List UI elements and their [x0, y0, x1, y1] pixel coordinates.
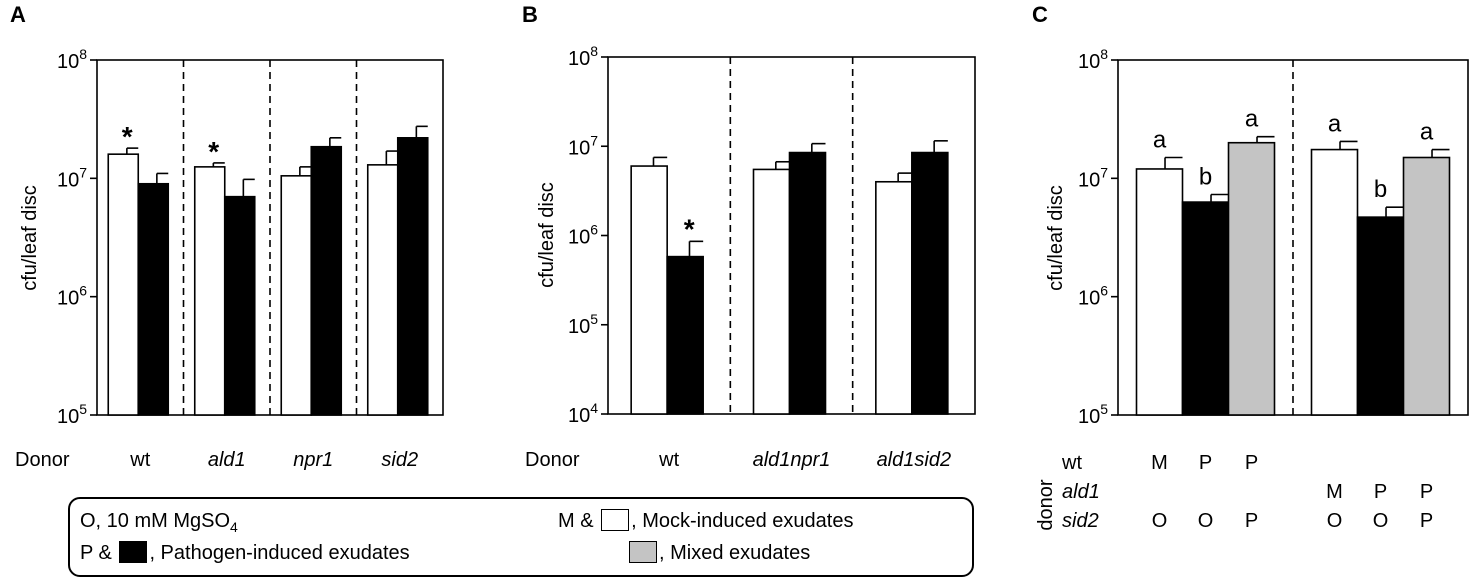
- panel-a-bar-pathogen: [223, 195, 256, 416]
- panel-c-significance-letter: b: [1199, 164, 1212, 191]
- panel-c-treatment-code: M: [1151, 452, 1168, 474]
- panel-c-treatment-code: P: [1245, 510, 1258, 532]
- panel-a-donor-heading: Donor: [15, 449, 70, 471]
- panel-c-bar-mock: [1310, 148, 1359, 416]
- pathogen-swatch: [119, 541, 148, 563]
- panel-a-donor-label-ald1: ald1: [208, 449, 246, 471]
- panel-c-ylabel: cfu/leaf disc: [1045, 185, 1067, 291]
- panel-b-bar-mock: [875, 180, 913, 415]
- panel-b-donor-label-ald1sid2: ald1sid2: [877, 449, 952, 471]
- panel-b-ytick-label: 107: [568, 132, 598, 159]
- panel-b-donor-label-wt: wt: [658, 449, 679, 471]
- panel-c-bar-pathogen: [1181, 201, 1230, 416]
- panel-a-bar-pathogen: [137, 182, 170, 416]
- panel-a-ytick-label: 106: [57, 283, 87, 310]
- legend-m-prefix: M &: [558, 510, 594, 532]
- panel-c-treatment-code: M: [1326, 481, 1343, 503]
- panel-b-bar-mock: [752, 168, 791, 415]
- panel-c-bar-mock: [1135, 168, 1184, 416]
- panel-b-ytick-label: 108: [568, 43, 598, 70]
- legend-m-text: , Mock-induced exudates: [631, 510, 854, 532]
- panel-c-donor-heading: donor: [1035, 479, 1057, 530]
- panel-c-bar-mixed: [1402, 156, 1451, 416]
- panel-b-bar-pathogen: [911, 151, 949, 415]
- panel-c-treatment-code: O: [1373, 510, 1389, 532]
- panel-c-ytick-label: 106: [1078, 283, 1108, 310]
- panel-a-bar-mock: [107, 153, 140, 416]
- panel-a-significance-star: *: [122, 121, 133, 152]
- mock-swatch: [601, 509, 630, 531]
- panel-a-donor-label-npr1: npr1: [293, 449, 333, 471]
- panel-a-donor-label-sid2: sid2: [381, 449, 418, 471]
- panel-b-letter: B: [522, 2, 538, 27]
- panel-c-treatment-code: P: [1245, 452, 1258, 474]
- legend-p-text: , Pathogen-induced exudates: [149, 542, 410, 564]
- panel-b-significance-star: *: [684, 213, 695, 244]
- panel-b-ytick-label: 106: [568, 222, 598, 249]
- legend-entry-p: P & , Pathogen-induced exudates: [80, 541, 410, 565]
- legend-mixed-text: , Mixed exudates: [659, 542, 811, 564]
- mixed-swatch: [629, 541, 657, 563]
- panel-a-bar-mock: [280, 175, 313, 416]
- legend-o-subscript: 4: [230, 519, 238, 535]
- panel-c-ytick-label: 108: [1078, 46, 1108, 73]
- panel-c-treatment-code: P: [1420, 510, 1433, 532]
- panel-a-bar-pathogen: [396, 137, 429, 416]
- panel-a-ytick-label: 105: [57, 401, 87, 428]
- panel-c-ytick-label: 105: [1078, 401, 1108, 428]
- panel-a-significance-star: *: [208, 136, 219, 167]
- panel-a-bar-mock: [193, 166, 226, 416]
- panel-c-treatment-code: O: [1327, 510, 1343, 532]
- panel-c-bar-mixed: [1227, 141, 1276, 416]
- legend-entry-m: M & , Mock-induced exudates: [558, 509, 853, 533]
- legend: O, 10 mM MgSO4 P & , Pathogen-induced ex…: [68, 497, 974, 577]
- panel-c-significance-letter: b: [1374, 176, 1387, 203]
- panel-a-ylabel: cfu/leaf disc: [19, 185, 41, 291]
- legend-o-text: O, 10 mM MgSO: [80, 510, 231, 532]
- panel-c-bar-pathogen: [1356, 216, 1405, 416]
- panel-c-row-label-wt: wt: [1061, 452, 1082, 474]
- legend-p-prefix: P &: [80, 542, 112, 564]
- panel-c-row-label-ald1: ald1: [1062, 481, 1100, 503]
- panel-a-donor-label-wt: wt: [129, 449, 150, 471]
- panel-c-treatment-code: O: [1152, 510, 1168, 532]
- panel-b-ytick-label: 104: [568, 400, 598, 427]
- panel-a-letter: A: [10, 2, 26, 27]
- panel-a-bar-pathogen: [310, 145, 343, 416]
- legend-entry-mixed: , Mixed exudates: [627, 541, 810, 565]
- panel-c-significance-letter: a: [1420, 119, 1434, 146]
- panel-b-bar-mock: [630, 165, 668, 415]
- panel-b-ylabel: cfu/leaf disc: [536, 182, 558, 288]
- panel-c-treatment-code: P: [1199, 452, 1212, 474]
- panel-c-treatment-code: O: [1198, 510, 1214, 532]
- panel-b-bar-pathogen: [788, 151, 827, 415]
- panel-c-treatment-code: P: [1374, 481, 1387, 503]
- panel-c-significance-letter: a: [1328, 110, 1342, 137]
- panel-c-significance-letter: a: [1153, 126, 1167, 153]
- panel-a-ytick-label: 108: [57, 46, 87, 73]
- panel-b-donor-heading: Donor: [525, 449, 580, 471]
- panel-b-donor-label-ald1npr1: ald1npr1: [753, 449, 831, 471]
- panel-a-ytick-label: 107: [57, 164, 87, 191]
- panel-a-bar-mock: [366, 164, 399, 416]
- panel-c-significance-letter: a: [1245, 106, 1259, 133]
- legend-entry-o: O, 10 mM MgSO4: [80, 509, 238, 539]
- panel-c-row-label-sid2: sid2: [1062, 510, 1099, 532]
- panel-b-ytick-label: 105: [568, 311, 598, 338]
- panel-c-letter: C: [1032, 2, 1048, 27]
- panel-b-bar-pathogen: [666, 255, 704, 415]
- panel-c-ytick-label: 107: [1078, 164, 1108, 191]
- panel-c-treatment-code: P: [1420, 481, 1433, 503]
